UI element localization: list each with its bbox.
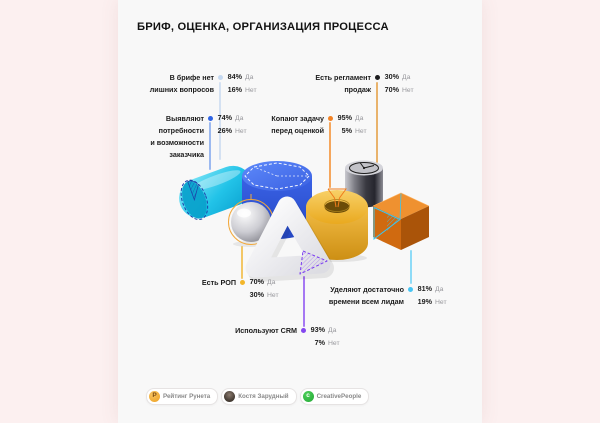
credits-row: Р Рейтинг Рунета Костя Зарудный c Creati… bbox=[146, 388, 370, 405]
yes-label: Да bbox=[235, 115, 244, 122]
no-label: Нет bbox=[267, 292, 279, 299]
badge-author[interactable]: Костя Зарудный bbox=[221, 388, 297, 405]
callout-label: Используют CRM bbox=[235, 325, 297, 335]
badge-creativepeople[interactable]: c CreativePeople bbox=[299, 388, 370, 405]
callout-label: В брифе нет лишних вопросов bbox=[149, 72, 214, 94]
callout-identify-client-needs: Выявляют потребности и возможности заказ… bbox=[124, 112, 247, 161]
callout-dot bbox=[240, 280, 245, 285]
callout-stats: 93% Да 7% Нет bbox=[310, 324, 340, 350]
leader-line-brief bbox=[219, 82, 221, 160]
yes-label: Да bbox=[355, 115, 364, 122]
leader-line-dig-task bbox=[329, 122, 331, 188]
callout-dot bbox=[328, 116, 333, 121]
callout-dot bbox=[375, 75, 380, 80]
yes-label: Да bbox=[245, 74, 254, 81]
badge-reiting-runeta[interactable]: Р Рейтинг Рунета bbox=[146, 388, 219, 405]
yes-percent: 30% bbox=[384, 72, 399, 81]
orange-cube-shape bbox=[372, 192, 430, 250]
no-percent: 70% bbox=[384, 85, 399, 94]
callout-dot bbox=[408, 287, 413, 292]
callout-sales-regulations: Есть регламент продаж 30% Да 70% Нет bbox=[291, 71, 414, 97]
yes-percent: 74% bbox=[217, 113, 232, 122]
yes-percent: 81% bbox=[417, 284, 432, 293]
leader-line-rop bbox=[241, 246, 243, 279]
shapes-illustration bbox=[179, 160, 430, 282]
leader-line-regulations bbox=[376, 82, 378, 163]
callout-stats: 84% Да 16% Нет bbox=[227, 71, 257, 97]
author-avatar-icon bbox=[224, 391, 236, 402]
no-percent: 26% bbox=[217, 126, 232, 135]
no-percent: 16% bbox=[227, 85, 242, 94]
no-percent: 7% bbox=[314, 338, 325, 347]
no-percent: 30% bbox=[249, 290, 264, 299]
no-label: Нет bbox=[245, 87, 257, 94]
yes-percent: 70% bbox=[249, 277, 264, 286]
no-label: Нет bbox=[235, 128, 247, 135]
cyan-hatched-wedge bbox=[373, 193, 402, 240]
purple-hatched-triangle-shape bbox=[299, 250, 328, 275]
no-percent: 5% bbox=[341, 126, 352, 135]
callout-use-crm: Используют CRM 93% Да 7% Нет bbox=[217, 324, 340, 350]
badge-label: Костя Зарудный bbox=[238, 393, 289, 400]
yes-label: Да bbox=[328, 327, 337, 334]
page-title: БРИФ, ОЦЕНКА, ОРГАНИЗАЦИЯ ПРОЦЕССА bbox=[137, 21, 389, 33]
leader-line-needs bbox=[209, 122, 211, 170]
callout-stats: 74% Да 26% Нет bbox=[217, 112, 247, 138]
callout-label: Копают задачу перед оценкой bbox=[271, 113, 324, 135]
yes-percent: 84% bbox=[227, 72, 242, 81]
cyan-capsule-shape bbox=[179, 165, 253, 221]
callout-enough-time-for-leads: Уделяют достаточно времени всем лидам 81… bbox=[324, 283, 447, 309]
leader-line-crm bbox=[303, 276, 305, 327]
reiting-runeta-logo-icon: Р bbox=[149, 391, 160, 402]
callout-dot bbox=[218, 75, 223, 80]
callout-dig-into-task: Копают задачу перед оценкой 95% Да 5% Нет bbox=[244, 112, 367, 138]
callout-dot bbox=[208, 116, 213, 121]
callout-brief-no-extra-questions: В брифе нет лишних вопросов 84% Да 16% Нет bbox=[134, 71, 257, 97]
yes-label: Да bbox=[435, 286, 444, 293]
yes-percent: 95% bbox=[337, 113, 352, 122]
yes-percent: 93% bbox=[310, 325, 325, 334]
no-label: Нет bbox=[402, 87, 414, 94]
callout-has-rop: Есть РОП 70% Да 30% Нет bbox=[156, 276, 279, 302]
callout-label: Есть РОП bbox=[201, 277, 236, 287]
white-triangle-ring-shape bbox=[245, 196, 334, 282]
no-label: Нет bbox=[328, 340, 340, 347]
yes-label: Да bbox=[402, 74, 411, 81]
callout-label: Есть регламент продаж bbox=[315, 72, 371, 94]
badge-label: CreativePeople bbox=[316, 393, 362, 400]
callout-stats: 81% Да 19% Нет bbox=[417, 283, 447, 309]
infographic-card: БРИФ, ОЦЕНКА, ОРГАНИЗАЦИЯ ПРОЦЕССА bbox=[118, 0, 482, 423]
yes-label: Да bbox=[267, 279, 276, 286]
creativepeople-logo-icon: c bbox=[302, 391, 314, 402]
leader-line-leads bbox=[410, 250, 412, 284]
callout-dot bbox=[301, 328, 306, 333]
badge-label: Рейтинг Рунета bbox=[163, 393, 211, 400]
callout-label: Выявляют потребности и возможности заказ… bbox=[150, 113, 204, 159]
callout-stats: 30% Да 70% Нет bbox=[384, 71, 414, 97]
no-label: Нет bbox=[435, 299, 447, 306]
no-label: Нет bbox=[355, 128, 367, 135]
no-percent: 19% bbox=[417, 297, 432, 306]
callout-stats: 95% Да 5% Нет bbox=[337, 112, 367, 138]
callout-label: Уделяют достаточно времени всем лидам bbox=[328, 284, 404, 306]
callout-stats: 70% Да 30% Нет bbox=[249, 276, 279, 302]
